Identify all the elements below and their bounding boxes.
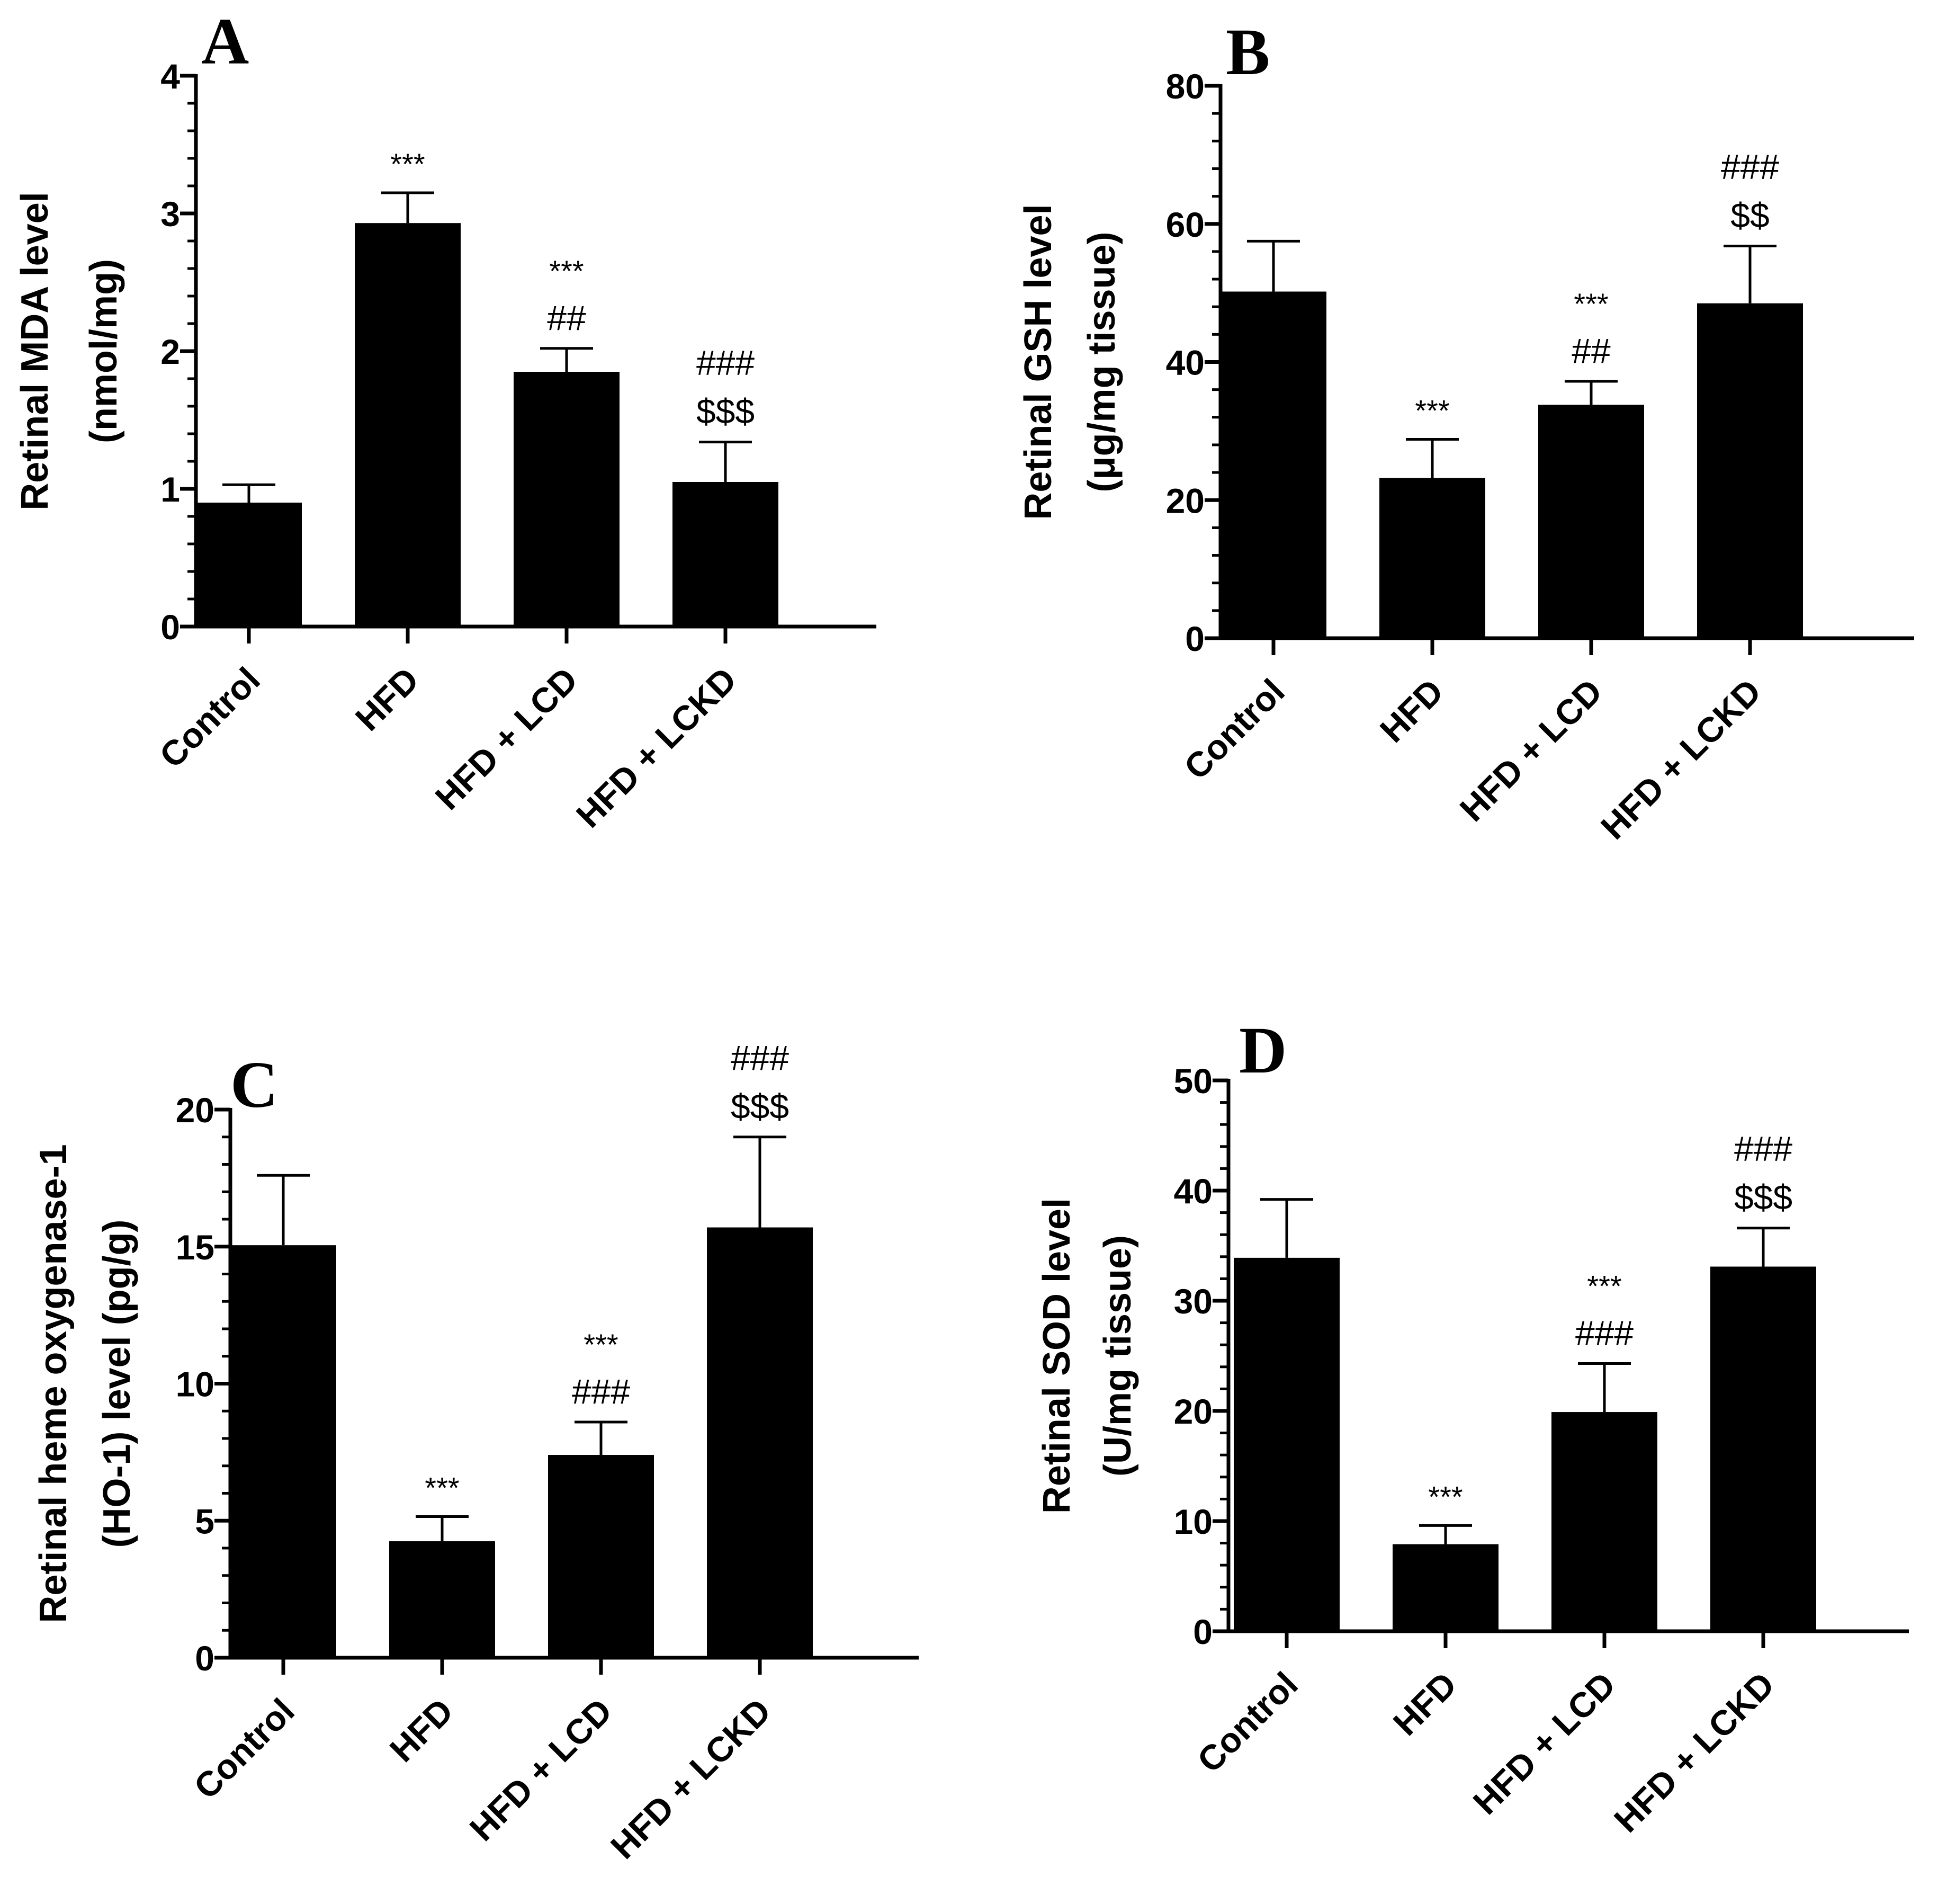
bar-hfd-lckd	[672, 482, 778, 627]
x-category-label: Control	[152, 660, 267, 775]
significance-label: ##	[547, 298, 586, 337]
y-tick-label: 0	[195, 1639, 214, 1678]
bar-control	[230, 1245, 336, 1658]
y-tick-label: 20	[1174, 1392, 1213, 1431]
bar-control	[196, 503, 302, 627]
x-category-label: HFD + LCD	[428, 660, 585, 817]
y-tick-label: 60	[1166, 205, 1205, 244]
bar-hfd	[1379, 478, 1485, 638]
x-category-label: HFD	[1372, 672, 1451, 750]
y-axis-label: Retinal MDA level	[14, 192, 56, 511]
y-axis-label: Retinal GSH level	[1017, 204, 1060, 520]
significance-label: ***	[1415, 394, 1449, 427]
bar-hfd-lcd	[1538, 405, 1644, 638]
significance-label: ***	[1574, 287, 1608, 320]
y-tick-label: 3	[160, 194, 180, 234]
x-category-label: HFD	[1386, 1665, 1464, 1743]
bar-control	[1221, 291, 1326, 638]
y-tick-label: 40	[1166, 343, 1205, 382]
significance-label: $$	[1730, 195, 1769, 235]
y-tick-label: 30	[1174, 1282, 1213, 1321]
panel-letter: A	[201, 5, 249, 78]
significance-label: $$$	[1734, 1178, 1792, 1217]
panel-letter: B	[1226, 16, 1270, 89]
chart-panel-mda: A Retinal MDA level (nmol/mg) 0 1 2 3 4 Control H…	[14, 5, 876, 835]
y-tick-label: 5	[195, 1501, 214, 1541]
x-category-label: HFD + LCKD	[1607, 1665, 1782, 1840]
significance-label: ###	[696, 343, 755, 382]
y-tick-label: 0	[1185, 619, 1205, 658]
y-axis-label: Retinal SOD level	[1036, 1198, 1078, 1514]
bar-hfd-lckd	[707, 1227, 813, 1658]
bar-hfd	[1393, 1544, 1499, 1631]
y-tick-label: 10	[1174, 1502, 1213, 1541]
x-category-label: HFD + LCD	[1466, 1665, 1623, 1822]
significance-label: ***	[390, 147, 425, 181]
significance-label: ###	[731, 1038, 789, 1077]
y-tick-label: 0	[1193, 1612, 1213, 1651]
significance-label: ***	[584, 1328, 618, 1361]
x-category-label: HFD	[348, 660, 426, 738]
x-category-label: HFD	[382, 1691, 461, 1769]
bar-hfd	[389, 1541, 495, 1658]
x-category-label: HFD + LCKD	[603, 1691, 778, 1866]
y-tick-label: 20	[176, 1090, 214, 1130]
chart-panel-ho1: C Retinal heme oxygenase-1 (HO-1) level (p…	[32, 1038, 919, 1866]
y-tick-label: 15	[176, 1228, 214, 1267]
x-category-label: HFD + LCKD	[569, 660, 744, 835]
bar-hfd-lcd	[548, 1455, 654, 1658]
bar-hfd-lcd	[514, 372, 620, 627]
significance-label: ###	[1734, 1129, 1792, 1168]
y-tick-label: 4	[160, 57, 180, 96]
significance-label: ***	[425, 1471, 459, 1504]
y-axis-label-units: (HO-1) level (pg/g)	[96, 1219, 138, 1548]
significance-label: ##	[1572, 331, 1611, 370]
panel-letter: C	[230, 1049, 278, 1122]
x-category-label: HFD + LCD	[1452, 672, 1610, 829]
x-category-label: HFD + LCKD	[1593, 672, 1769, 847]
bar-control	[1234, 1257, 1340, 1631]
chart-panel-gsh: B Retinal GSH level (μg/mg tissue) 0 20 40 60 8…	[1017, 16, 1914, 847]
significance-label: ***	[549, 254, 584, 288]
bar-hfd-lckd	[1697, 303, 1803, 638]
x-category-label: Control	[1177, 672, 1292, 787]
significance-label: ***	[1587, 1270, 1621, 1303]
y-axis-label: Retinal heme oxygenase-1	[32, 1144, 75, 1623]
y-axis-label-units: (U/mg tissue)	[1097, 1235, 1139, 1477]
significance-label: ###	[1721, 147, 1779, 186]
x-category-label: HFD + LCD	[462, 1691, 620, 1848]
significance-label: ###	[572, 1372, 630, 1411]
x-category-label: Control	[1190, 1665, 1305, 1780]
y-tick-label: 40	[1174, 1172, 1213, 1211]
y-axis-label-units: (nmol/mg)	[83, 259, 125, 443]
panel-letter: D	[1239, 1014, 1287, 1087]
y-tick-label: 0	[160, 607, 180, 647]
y-tick-label: 2	[160, 332, 180, 371]
y-tick-label: 1	[160, 470, 180, 509]
y-tick-label: 20	[1166, 481, 1205, 520]
significance-label: ***	[1428, 1480, 1463, 1513]
chart-panel-sod: D Retinal SOD level (U/mg tissue) 0 10 20 30 40…	[1036, 1014, 1909, 1840]
x-category-label: Control	[186, 1691, 302, 1807]
bar-hfd	[355, 223, 461, 627]
y-axis-label-units: (μg/mg tissue)	[1081, 231, 1123, 492]
y-tick-label: 50	[1174, 1061, 1213, 1101]
y-tick-label: 80	[1166, 67, 1205, 106]
significance-label: $$$	[731, 1087, 789, 1126]
significance-label: $$$	[696, 392, 755, 431]
bar-hfd-lcd	[1551, 1412, 1657, 1631]
y-tick-label: 10	[176, 1365, 214, 1404]
bar-hfd-lckd	[1710, 1266, 1816, 1631]
significance-label: ###	[1575, 1313, 1634, 1353]
